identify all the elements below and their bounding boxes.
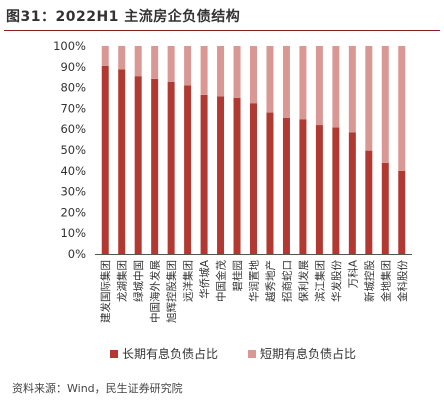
bar-long-term-13 (315, 125, 323, 254)
x-tick-label: 华发股份 (330, 260, 343, 302)
bar-long-term-18 (398, 170, 406, 254)
bar-short-term-7 (217, 46, 225, 97)
bar-short-term-17 (381, 46, 389, 163)
bar-long-term-17 (381, 162, 389, 254)
y-tick-label: 20% (60, 205, 86, 219)
legend-label-short-term: 短期有息负债占比 (260, 346, 356, 361)
bar-long-term-4 (167, 81, 175, 254)
bar-long-term-5 (184, 85, 192, 255)
x-tick-label: 旭辉控股集团 (165, 260, 178, 323)
bar-short-term-13 (315, 46, 323, 126)
x-tick-label: 新城控股 (363, 260, 376, 302)
x-tick-label: 滨江集团 (313, 260, 326, 302)
x-tick-label: 招商蛇口 (280, 260, 293, 302)
bar-long-term-10 (266, 112, 274, 254)
bar-short-term-6 (200, 46, 208, 95)
bar-short-term-16 (365, 46, 373, 151)
y-tick-label: 10% (60, 226, 86, 240)
x-tick-label: 碧桂园 (231, 260, 244, 292)
bar-short-term-9 (250, 46, 257, 104)
bar-long-term-1 (118, 69, 126, 254)
y-tick-label: 50% (60, 143, 86, 157)
x-tick-label: 绿城中国 (132, 260, 145, 302)
y-axis: 0% 10% 20% 30% 40% 50% 60% 70% 80% 90% 100% (53, 39, 86, 261)
bar-long-term-14 (332, 127, 340, 254)
x-tick-label: 龙湖集团 (116, 260, 129, 302)
bar-short-term-14 (332, 46, 340, 128)
y-tick-label: 70% (60, 101, 86, 115)
y-tick-label: 80% (60, 81, 86, 95)
x-tick-label: 万科A (346, 259, 359, 288)
bar-long-term-2 (134, 76, 142, 254)
legend-swatch-short-term (248, 350, 256, 358)
bar-short-term-4 (167, 46, 175, 82)
bar-short-term-10 (266, 46, 274, 113)
bar-long-term-12 (299, 119, 307, 254)
x-tick-label: 建发国际集团 (99, 260, 112, 323)
x-tick-label: 保利发展 (297, 260, 310, 302)
x-tick-label: 中国海外发展 (149, 260, 162, 323)
y-tick-label: 100% (53, 39, 86, 53)
figure-title: 图31：2022H1 主流房企负债结构 (6, 9, 241, 25)
legend-label-long-term: 长期有息负债占比 (122, 346, 218, 361)
bar-short-term-8 (233, 46, 241, 98)
bar-short-term-3 (151, 46, 159, 79)
x-tick-label: 华润置地 (248, 260, 261, 302)
bar-long-term-3 (151, 78, 159, 254)
bar-long-term-6 (200, 94, 208, 254)
y-tick-label: 90% (60, 60, 86, 74)
y-tick-label: 0% (68, 247, 86, 261)
x-axis: 建发国际集团 龙湖集团 绿城中国 中国海外发展 旭辉控股集团 远洋集团 华侨城A 中国金茂 碧桂… (95, 254, 412, 323)
bars-group (101, 46, 406, 255)
bar-short-term-15 (348, 46, 356, 133)
bar-long-term-8 (233, 98, 241, 254)
bar-short-term-18 (398, 46, 406, 171)
title-divider (4, 30, 440, 31)
x-tick-label: 远洋集团 (182, 260, 195, 302)
bar-short-term-1 (118, 46, 126, 70)
bar-short-term-0 (101, 46, 109, 66)
legend-swatch-long-term (110, 350, 118, 358)
x-tick-label: 金科股份 (396, 260, 409, 302)
x-tick-label: 金地集团 (379, 260, 392, 302)
bar-short-term-5 (184, 46, 192, 86)
bar-long-term-9 (250, 103, 257, 254)
source-note: 资料来源：Wind，民生证券研究院 (12, 382, 183, 395)
bar-short-term-2 (134, 46, 142, 77)
bar-long-term-11 (282, 117, 290, 254)
y-tick-label: 30% (60, 185, 86, 199)
bar-short-term-12 (299, 46, 307, 120)
bar-long-term-16 (365, 150, 373, 254)
y-tick-label: 40% (60, 164, 86, 178)
y-tick-label: 60% (60, 122, 86, 136)
x-tick-label: 中国金茂 (215, 260, 228, 302)
x-tick-label: 越秀地产 (264, 260, 277, 302)
x-tick-label: 华侨城A (198, 259, 211, 298)
bar-short-term-11 (282, 46, 290, 118)
bar-long-term-15 (348, 132, 356, 254)
legend: 长期有息负债占比 短期有息负债占比 (110, 346, 356, 361)
bar-long-term-0 (101, 65, 109, 254)
bar-long-term-7 (217, 96, 225, 254)
